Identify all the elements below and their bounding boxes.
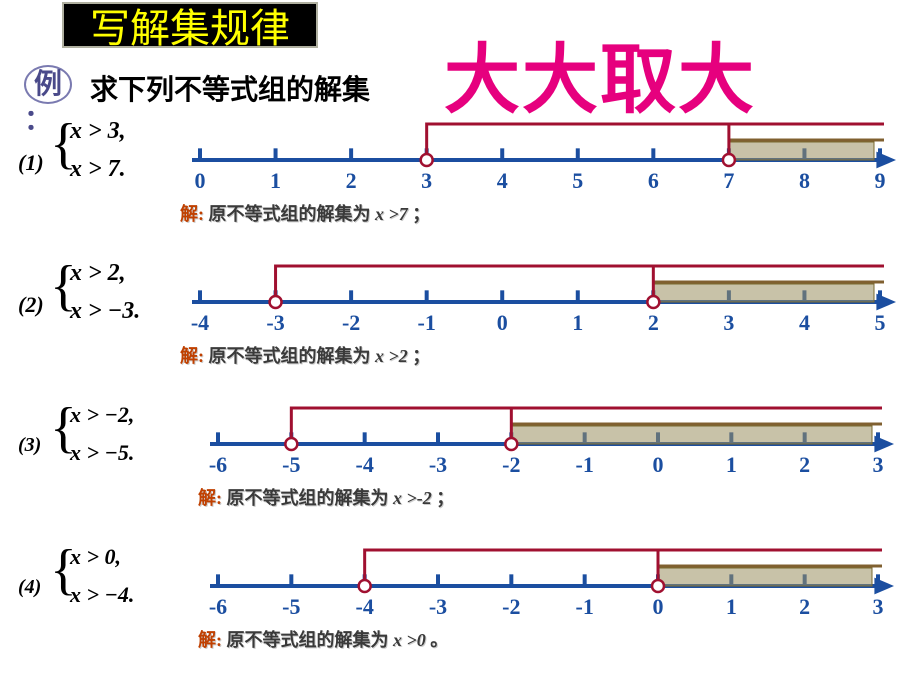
problem-row-4: (4){x > 0,x > −4.-6-5-4-3-2-10123解: 原不等式… (18, 536, 902, 666)
svg-text:-6: -6 (209, 594, 227, 619)
svg-text:3: 3 (723, 310, 734, 335)
answer-line: 解: 原不等式组的解集为 x >0 。 (198, 626, 448, 652)
answer-line: 解: 原不等式组的解集为 x >-2 ； (198, 484, 454, 510)
svg-text:6: 6 (648, 168, 659, 193)
svg-text:-2: -2 (502, 452, 520, 477)
svg-text:4: 4 (497, 168, 508, 193)
svg-text:2: 2 (346, 168, 357, 193)
svg-text:-2: -2 (342, 310, 360, 335)
svg-text:2: 2 (799, 594, 810, 619)
row-index: (1) (18, 150, 44, 176)
svg-text:-6: -6 (209, 452, 227, 477)
svg-text:5: 5 (875, 310, 886, 335)
row-index: (2) (18, 292, 44, 318)
problem-row-2: (2){x > 2,x > −3.-4-3-2-1012345解: 原不等式组的… (18, 252, 902, 382)
prompt-text: 求下列不等式组的解集 (90, 68, 370, 108)
svg-text:-4: -4 (356, 452, 374, 477)
answer-line: 解: 原不等式组的解集为 x >7 ； (180, 200, 430, 226)
svg-text:3: 3 (873, 452, 884, 477)
svg-text:-1: -1 (418, 310, 436, 335)
svg-text:-5: -5 (282, 594, 300, 619)
svg-text:3: 3 (421, 168, 432, 193)
inequality-2: x > −4. (70, 582, 134, 608)
svg-text:-2: -2 (502, 594, 520, 619)
svg-text:3: 3 (873, 594, 884, 619)
svg-text:0: 0 (195, 168, 206, 193)
problem-row-3: (3){x > −2,x > −5.-6-5-4-3-2-10123解: 原不等… (18, 394, 902, 524)
banner-text: 写解集规律 (90, 0, 290, 54)
svg-text:1: 1 (726, 452, 737, 477)
svg-text:0: 0 (497, 310, 508, 335)
answer-line: 解: 原不等式组的解集为 x >2 ； (180, 342, 430, 368)
svg-text:-3: -3 (429, 452, 447, 477)
svg-text:1: 1 (270, 168, 281, 193)
inequality-1: x > 0, (70, 544, 121, 570)
svg-text:-1: -1 (576, 452, 594, 477)
svg-text:-4: -4 (356, 594, 374, 619)
svg-text:-3: -3 (266, 310, 284, 335)
inequality-1: x > −2, (70, 402, 134, 428)
inequality-2: x > −5. (70, 440, 134, 466)
example-badge: 例 (24, 62, 72, 102)
svg-text:0: 0 (653, 452, 664, 477)
svg-text:5: 5 (572, 168, 583, 193)
row-index: (4) (18, 576, 41, 599)
svg-text:1: 1 (572, 310, 583, 335)
inequality-1: x > 2, (70, 260, 126, 287)
inequality-2: x > −3. (70, 298, 140, 325)
inequality-2: x > 7. (70, 156, 126, 183)
svg-text:1: 1 (726, 594, 737, 619)
svg-text:2: 2 (648, 310, 659, 335)
row-index: (3) (18, 434, 41, 457)
svg-text:-4: -4 (191, 310, 209, 335)
svg-text:4: 4 (799, 310, 810, 335)
svg-text:-3: -3 (429, 594, 447, 619)
svg-text:-5: -5 (282, 452, 300, 477)
svg-text:-1: -1 (576, 594, 594, 619)
svg-text:0: 0 (653, 594, 664, 619)
problem-row-1: (1){x > 3,x > 7.0123456789解: 原不等式组的解集为 x… (18, 110, 902, 240)
inequality-1: x > 3, (70, 118, 126, 145)
banner: 写解集规律 (62, 2, 318, 48)
svg-text:7: 7 (723, 168, 734, 193)
svg-text:8: 8 (799, 168, 810, 193)
svg-text:9: 9 (875, 168, 886, 193)
svg-text:2: 2 (799, 452, 810, 477)
